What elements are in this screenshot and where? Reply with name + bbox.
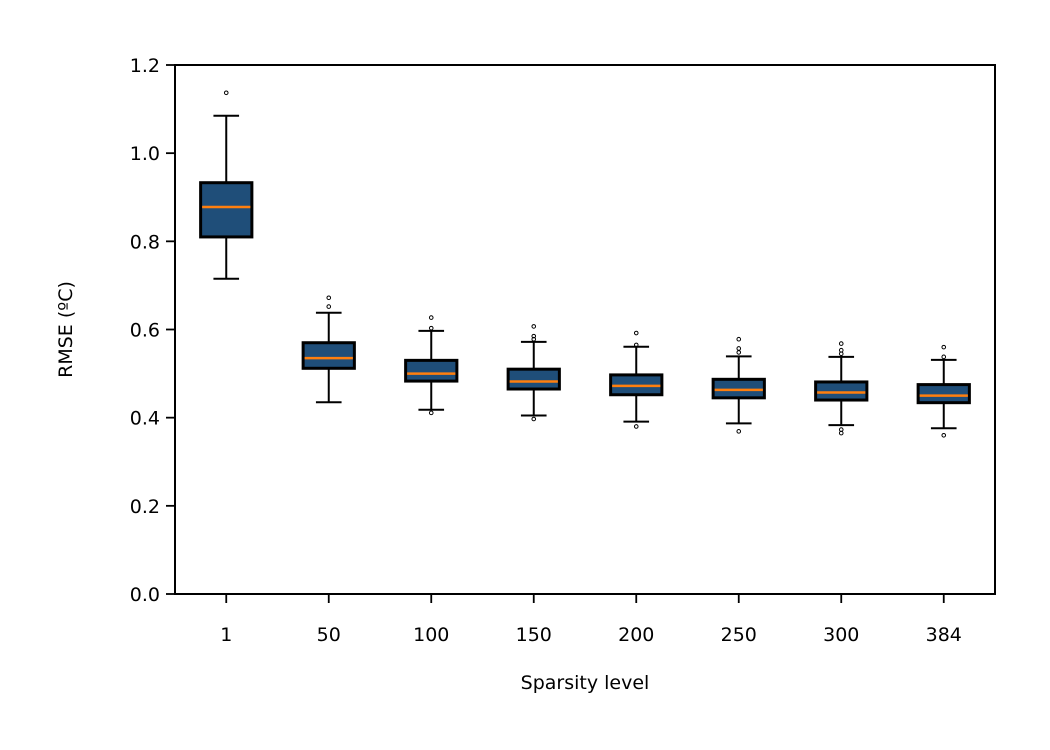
outlier-point — [633, 330, 639, 336]
y-axis: 0.0 0.2 0.4 0.6 0.8 1.0 1.2 — [130, 55, 175, 606]
outlier-point — [633, 342, 639, 348]
x-tick-label: 150 — [516, 624, 552, 646]
x-tick-label: 1 — [220, 624, 232, 646]
y-tick-label: 1.2 — [130, 55, 160, 77]
y-tick-label: 0.6 — [130, 320, 160, 342]
outlier-point — [941, 344, 947, 350]
outlier-point — [531, 336, 537, 342]
outlier-point — [223, 90, 229, 96]
box-384 — [916, 344, 971, 438]
outlier-point — [941, 354, 947, 360]
box-iqr — [199, 181, 254, 239]
outlier-point — [838, 427, 844, 432]
outlier-point — [736, 350, 742, 355]
plot-frame — [174, 64, 996, 595]
box-iqr — [506, 367, 561, 391]
y-tick-label: 0.4 — [130, 408, 160, 430]
outlier-point — [736, 429, 742, 434]
box-100 — [404, 315, 459, 416]
box-250 — [711, 336, 766, 434]
y-tick-label: 0.2 — [130, 496, 160, 518]
y-axis-label: RMSE (ºC) — [55, 281, 77, 378]
outlier-point — [633, 424, 639, 429]
outlier-point — [531, 416, 537, 422]
x-axis: 1 50 100 150 200 250 300 384 — [220, 594, 962, 646]
box-iqr — [404, 358, 459, 383]
y-tick-label: 0.0 — [130, 584, 160, 606]
outlier-point — [531, 333, 537, 339]
box-300 — [814, 341, 869, 436]
y-tick-label: 0.8 — [130, 231, 160, 253]
outlier-point — [838, 347, 844, 353]
outlier-point — [326, 304, 332, 309]
outlier-point — [428, 325, 434, 331]
x-tick-label: 100 — [413, 624, 449, 646]
box-iqr — [916, 383, 971, 405]
box-1 — [199, 90, 254, 280]
outlier-point — [531, 324, 537, 329]
x-tick-label: 300 — [823, 624, 859, 646]
outlier-point — [428, 410, 434, 416]
box-50 — [301, 295, 356, 404]
x-axis-label: Sparsity level — [521, 672, 650, 694]
outlier-point — [326, 295, 332, 301]
box-iqr — [301, 341, 356, 370]
x-tick-label: 384 — [926, 624, 962, 646]
x-tick-label: 200 — [618, 624, 654, 646]
outlier-point — [838, 341, 844, 346]
box-200 — [609, 330, 664, 429]
x-tick-label: 250 — [721, 624, 757, 646]
plot-area — [199, 90, 971, 438]
box-iqr — [814, 380, 869, 402]
outlier-point — [941, 433, 947, 438]
box-150 — [506, 324, 561, 422]
outlier-point — [736, 336, 742, 342]
outlier-point — [736, 346, 742, 351]
box-iqr — [711, 377, 766, 400]
x-tick-label: 50 — [317, 624, 341, 646]
outlier-point — [428, 315, 434, 320]
y-tick-label: 1.0 — [130, 143, 160, 165]
